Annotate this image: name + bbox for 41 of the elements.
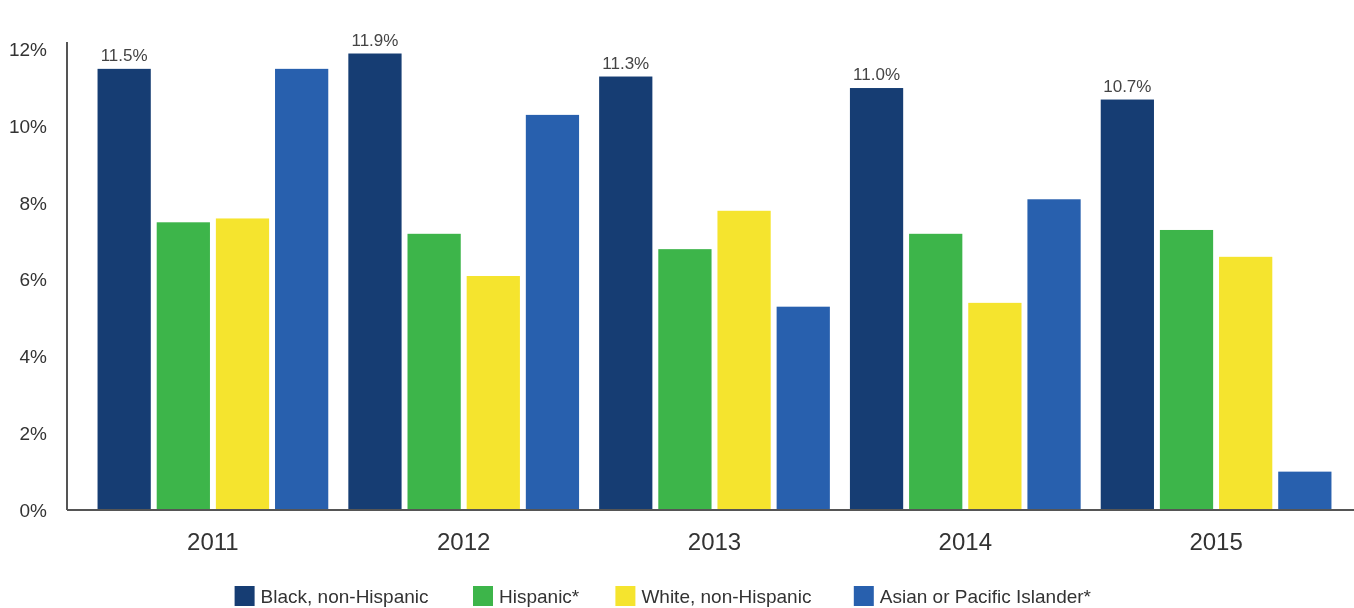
y-tick-label: 4% xyxy=(19,346,48,368)
legend-label: Black, non-Hispanic xyxy=(260,586,429,607)
bar xyxy=(1159,229,1214,510)
bar xyxy=(525,114,580,510)
legend-label: Asian or Pacific Islander* xyxy=(879,586,1092,607)
bar xyxy=(275,68,329,510)
bar xyxy=(348,53,402,510)
bar xyxy=(599,76,653,510)
data-label: 10.7% xyxy=(1103,76,1152,96)
y-tick-label: 8% xyxy=(19,192,48,214)
x-tick-label: 2011 xyxy=(187,528,239,555)
y-tick-label: 2% xyxy=(19,422,48,444)
x-tick-label: 2014 xyxy=(938,528,992,555)
data-label: 11.5% xyxy=(100,45,148,65)
bar xyxy=(407,233,461,510)
bar xyxy=(156,222,210,510)
x-tick-label: 2013 xyxy=(687,528,742,555)
bar xyxy=(466,276,520,510)
bar xyxy=(97,68,151,510)
y-tick-label: 10% xyxy=(8,116,48,138)
bar xyxy=(717,210,771,510)
y-tick-label: 12% xyxy=(8,39,48,61)
bar xyxy=(1100,99,1154,510)
bar xyxy=(658,249,712,510)
bar xyxy=(1219,256,1273,510)
bar xyxy=(776,306,830,510)
bar xyxy=(1027,199,1081,510)
y-tick-label: 0% xyxy=(19,499,48,521)
x-tick-label: 2015 xyxy=(1189,528,1243,555)
x-tick-label: 2012 xyxy=(437,528,491,555)
bar xyxy=(215,218,270,510)
bar xyxy=(1278,471,1332,510)
y-tick-label: 6% xyxy=(19,269,48,291)
bar xyxy=(968,302,1022,510)
bar xyxy=(909,233,963,510)
data-label: 11.3% xyxy=(602,53,650,73)
legend-label: Hispanic* xyxy=(499,586,580,607)
bar xyxy=(849,88,904,510)
data-label: 11.9% xyxy=(351,30,399,50)
data-label: 11.0% xyxy=(853,65,901,85)
legend-label: White, non-Hispanic xyxy=(641,586,812,607)
